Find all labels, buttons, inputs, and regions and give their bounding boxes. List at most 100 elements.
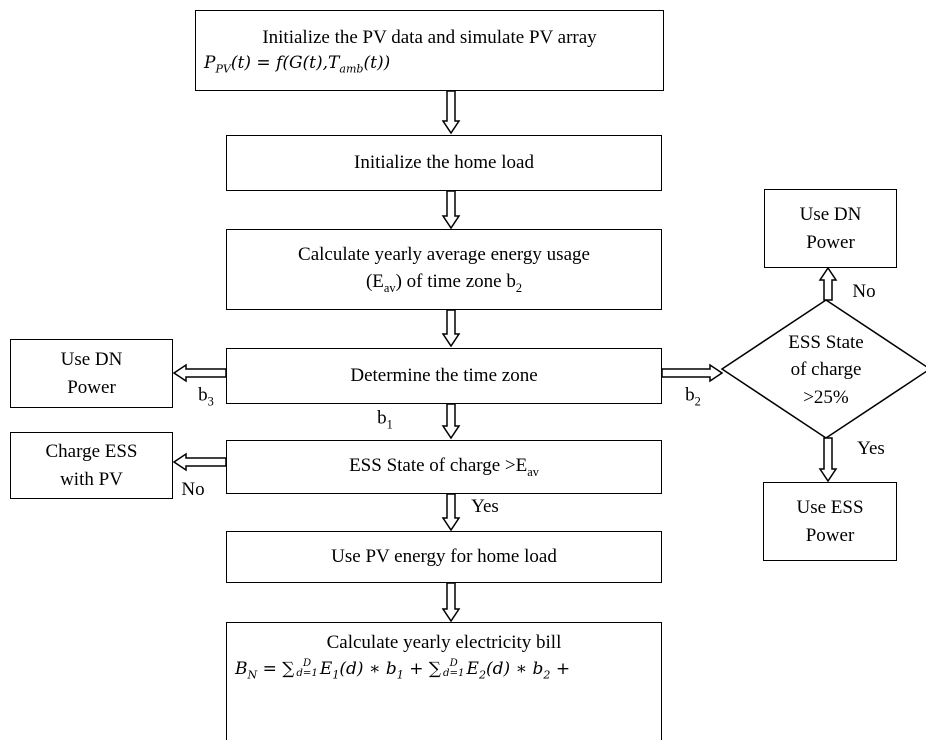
- text: No: [181, 479, 205, 500]
- arrow: [818, 266, 838, 301]
- text-line: Calculate yearly average energy usage: [298, 241, 590, 269]
- arrow: [441, 403, 461, 440]
- text-line: Power: [806, 522, 855, 550]
- text: Power: [67, 376, 116, 398]
- text: Yes: [857, 438, 885, 459]
- subscript: 2: [694, 394, 701, 409]
- text: ESS State: [788, 331, 864, 353]
- text-line: ESS State: [788, 329, 863, 357]
- text: b: [377, 407, 387, 429]
- arrow: [441, 493, 461, 532]
- edge-label: b2: [685, 385, 701, 410]
- decision-text: ESS State of charge >25%: [746, 318, 906, 422]
- process-box: Calculate yearly electricity bill BN = ∑ D…: [226, 622, 662, 740]
- text-line: Power: [67, 374, 116, 402]
- arrow: [441, 190, 461, 230]
- text-line: Determine the time zone: [350, 362, 537, 390]
- text: Use DN: [799, 203, 862, 225]
- subscript: av: [527, 464, 539, 479]
- text: Use ESS: [796, 496, 864, 518]
- text: Determine the time zone: [350, 365, 538, 387]
- text-line: Calculate yearly electricity bill: [327, 629, 562, 657]
- superscript: D: [303, 657, 312, 669]
- superscript: D: [449, 657, 458, 669]
- text: Initialize the PV data and simulate PV a…: [262, 26, 597, 48]
- edge-label: b1: [377, 408, 393, 433]
- process-box: Initialize the PV data and simulate PV a…: [195, 10, 664, 91]
- text: + ∑: [403, 658, 441, 679]
- arrow: [441, 582, 461, 623]
- edge-label: b3: [198, 385, 214, 410]
- text: Power: [806, 231, 855, 253]
- subscript: 1: [386, 417, 393, 432]
- arrow: [661, 363, 724, 383]
- text-line: Charge ESS: [45, 438, 137, 466]
- text: b: [685, 384, 695, 406]
- process-box: Determine the time zone: [226, 348, 662, 404]
- text-line: Initialize the home load: [354, 149, 534, 177]
- text: Initialize the home load: [354, 152, 534, 174]
- text: Use PV energy for home load: [331, 546, 557, 568]
- subscript: 2: [543, 667, 551, 681]
- text: P: [204, 53, 216, 74]
- subscript: 2: [515, 281, 523, 296]
- text-line: with PV: [60, 466, 123, 494]
- text: Power: [805, 524, 855, 546]
- process-box: Use ESS Power: [763, 482, 897, 561]
- subscript: av: [383, 281, 396, 296]
- text: with PV: [60, 468, 123, 490]
- process-box: ESS State of charge >Eav: [226, 440, 662, 494]
- formula: PPV(t) = f(G(t),Tamb(t)): [196, 51, 390, 77]
- text: b: [198, 384, 208, 406]
- process-box: Charge ESS with PV: [10, 432, 173, 499]
- arrow: [172, 363, 227, 383]
- text: E: [466, 658, 479, 679]
- edge-label: Yes: [471, 496, 499, 518]
- subscript: d=1: [296, 668, 318, 680]
- text: ) of time zone b: [395, 271, 516, 293]
- process-box: Use DN Power: [764, 189, 897, 268]
- text: E: [319, 658, 333, 679]
- text: Yes: [471, 496, 499, 517]
- text-line: Use DN: [800, 201, 862, 229]
- process-box: Initialize the home load: [226, 135, 662, 191]
- arrow: [441, 90, 461, 135]
- text: (d) ∗ b: [339, 658, 397, 679]
- text-line: Power: [806, 229, 855, 257]
- subscript: d=1: [442, 668, 465, 680]
- text-line: of charge: [791, 356, 862, 384]
- text: +: [550, 658, 571, 679]
- text: Use DN: [60, 348, 123, 370]
- text: B: [235, 658, 248, 679]
- text-line: Initialize the PV data and simulate PV a…: [262, 24, 596, 52]
- text: (t) = f(G(t),T: [230, 53, 340, 74]
- text-line: (Eav) of time zone b2: [366, 268, 522, 298]
- text: Calculate yearly average energy usage: [298, 243, 590, 265]
- subscript: N: [247, 667, 258, 681]
- text-line: Use ESS: [796, 494, 863, 522]
- edge-label: No: [181, 479, 204, 501]
- arrow: [441, 309, 461, 348]
- text: (d) ∗ b: [485, 658, 544, 679]
- subscript: 1: [396, 667, 404, 681]
- edge-label: No: [852, 281, 875, 303]
- text-line: Use DN: [61, 346, 123, 374]
- edge-label: Yes: [857, 438, 885, 460]
- text-line: ESS State of charge >Eav: [349, 452, 539, 482]
- text: = ∑: [257, 658, 295, 679]
- process-box: Use DN Power: [10, 339, 173, 408]
- subscript: 2: [478, 667, 486, 681]
- subscript: 3: [207, 394, 214, 409]
- text: No: [852, 281, 876, 302]
- text: (E: [365, 271, 384, 293]
- text: Calculate yearly electricity bill: [326, 632, 562, 653]
- text: >25%: [803, 386, 849, 408]
- text-line: Use PV energy for home load: [331, 543, 557, 571]
- subscript: 1: [332, 667, 340, 681]
